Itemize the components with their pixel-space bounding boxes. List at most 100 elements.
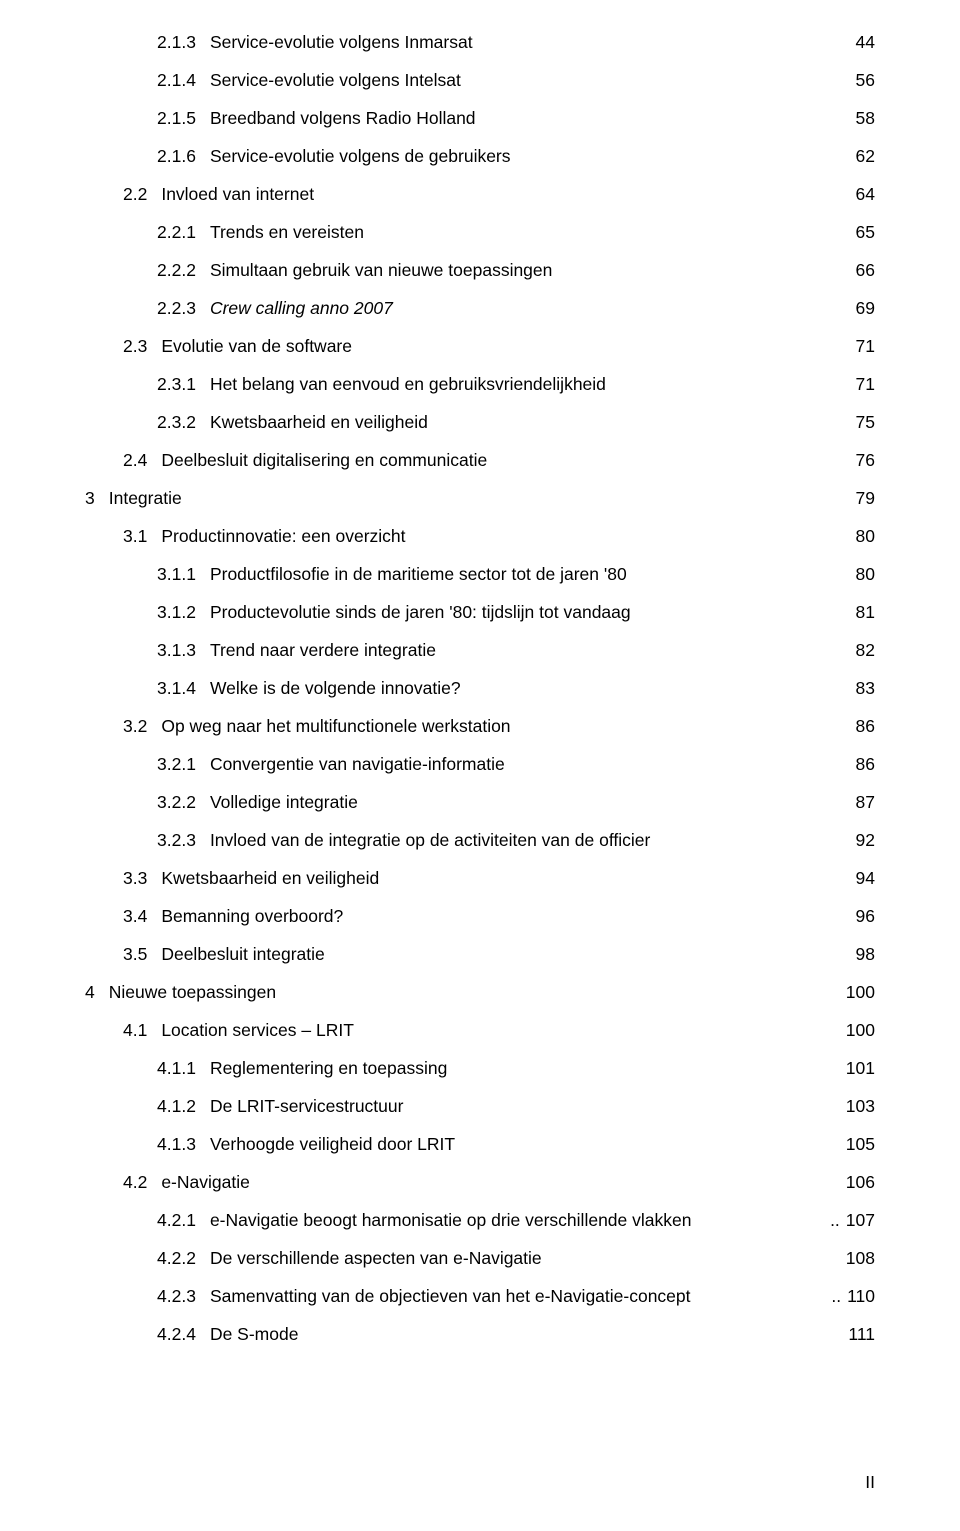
toc-entry-title: Nieuwe toepassingen — [109, 982, 276, 1003]
toc-entry-title: Service-evolutie volgens Inmarsat — [210, 32, 473, 53]
toc-entry: 2.3Evolutie van de software 71 — [85, 336, 875, 357]
toc-entry: 2.4Deelbesluit digitalisering en communi… — [85, 450, 875, 471]
toc-entry: 3Integratie 79 — [85, 488, 875, 509]
toc-entry-title: Deelbesluit digitalisering en communicat… — [161, 450, 487, 471]
toc-entry-page: 86 — [850, 716, 875, 737]
toc-entry-number: 3.2 — [123, 716, 161, 737]
toc-entry-number: 3.1 — [123, 526, 161, 547]
toc-entry-number: 4.2.4 — [157, 1324, 210, 1345]
toc-entry-number: 4.2.2 — [157, 1248, 210, 1269]
toc-entry-page: 111 — [842, 1324, 875, 1345]
toc-entry-page: 81 — [850, 602, 875, 623]
toc-entry-number: 3 — [85, 488, 109, 509]
toc-entry-page: 110 — [841, 1286, 875, 1307]
toc-entry-number: 2.1.6 — [157, 146, 210, 167]
toc-entry-page: 64 — [850, 184, 875, 205]
toc-entry-number: 3.1.4 — [157, 678, 210, 699]
toc-entry: 4.2e-Navigatie106 — [85, 1172, 875, 1193]
toc-entry: 2.2.3Crew calling anno 2007 69 — [85, 298, 875, 319]
toc-entry: 4.1Location services – LRIT 100 — [85, 1020, 875, 1041]
toc-entry-title: Kwetsbaarheid en veiligheid — [161, 868, 379, 889]
toc-entry-number: 4.1.3 — [157, 1134, 210, 1155]
toc-entry-page: 92 — [850, 830, 875, 851]
toc-entry-page: 105 — [840, 1134, 875, 1155]
toc-entry: 3.1.2Productevolutie sinds de jaren '80:… — [85, 602, 875, 623]
toc-entry-number: 4.1.1 — [157, 1058, 210, 1079]
toc-entry: 2.1.4Service-evolutie volgens Intelsat56 — [85, 70, 875, 91]
toc-entry: 2.3.2Kwetsbaarheid en veiligheid75 — [85, 412, 875, 433]
toc-entry: 2.1.3Service-evolutie volgens Inmarsat44 — [85, 32, 875, 53]
toc-entry-number: 3.2.3 — [157, 830, 210, 851]
toc-entry: 4.1.2De LRIT-servicestructuur 103 — [85, 1096, 875, 1117]
toc-entry-number: 2.3.1 — [157, 374, 210, 395]
toc-entry-title: Integratie — [109, 488, 182, 509]
toc-entry-number: 4.1 — [123, 1020, 161, 1041]
toc-entry-page: 58 — [850, 108, 875, 129]
toc-entry-title: De verschillende aspecten van e-Navigati… — [210, 1248, 542, 1269]
toc-entry-number: 4.1.2 — [157, 1096, 210, 1117]
toc-page: 2.1.3Service-evolutie volgens Inmarsat44… — [0, 0, 960, 1531]
toc-entry-page: 44 — [850, 32, 875, 53]
toc-entry-title: Invloed van internet — [161, 184, 314, 205]
toc-entry-number: 4 — [85, 982, 109, 1003]
toc-entry-number: 2.2.2 — [157, 260, 210, 281]
toc-entry-page: 100 — [840, 982, 875, 1003]
toc-entry-number: 3.4 — [123, 906, 161, 927]
toc-entry: 2.1.6Service-evolutie volgens de gebruik… — [85, 146, 875, 167]
toc-entry-page: 82 — [850, 640, 875, 661]
toc-entry: 4.2.4De S-mode111 — [85, 1324, 875, 1345]
toc-entry-page: 101 — [840, 1058, 875, 1079]
toc-entry-title: Volledige integratie — [210, 792, 358, 813]
toc-entry-page: 75 — [850, 412, 875, 433]
toc-entry-number: 4.2 — [123, 1172, 161, 1193]
toc-entry-title: Bemanning overboord? — [161, 906, 343, 927]
toc-entry-title: Evolutie van de software — [161, 336, 352, 357]
toc-entry-page: 87 — [850, 792, 875, 813]
toc-entry: 3.1.4Welke is de volgende innovatie?83 — [85, 678, 875, 699]
toc-entry: 3.2.3Invloed van de integratie op de act… — [85, 830, 875, 851]
toc-entry-title: Simultaan gebruik van nieuwe toepassinge… — [210, 260, 552, 281]
toc-entry: 2.2.1Trends en vereisten65 — [85, 222, 875, 243]
toc-entry-title: Samenvatting van de objectieven van het … — [210, 1286, 691, 1307]
toc-entry-title: Op weg naar het multifunctionele werksta… — [161, 716, 510, 737]
toc-entry: 4.2.3Samenvatting van de objectieven van… — [85, 1286, 875, 1307]
toc-entry-number: 2.1.5 — [157, 108, 210, 129]
toc-entry-title: e-Navigatie beoogt harmonisatie op drie … — [210, 1210, 692, 1231]
toc-entry-page: 94 — [850, 868, 875, 889]
toc-entry: 3.4Bemanning overboord?96 — [85, 906, 875, 927]
toc-list: 2.1.3Service-evolutie volgens Inmarsat44… — [85, 32, 875, 1345]
toc-entry-number: 3.1.3 — [157, 640, 210, 661]
toc-entry-title: Welke is de volgende innovatie? — [210, 678, 461, 699]
toc-leader-short: .. — [691, 1210, 839, 1231]
toc-entry: 3.1.3Trend naar verdere integratie82 — [85, 640, 875, 661]
toc-entry: 4.1.1Reglementering en toepassing 101 — [85, 1058, 875, 1079]
toc-entry-page: 76 — [850, 450, 875, 471]
toc-entry-number: 3.2.2 — [157, 792, 210, 813]
toc-leader-short: .. — [691, 1286, 842, 1307]
toc-entry-title: Service-evolutie volgens de gebruikers — [210, 146, 511, 167]
toc-entry-number: 2.3 — [123, 336, 161, 357]
toc-entry-number: 2.3.2 — [157, 412, 210, 433]
toc-entry-number: 3.1.2 — [157, 602, 210, 623]
toc-entry-title: Location services – LRIT — [161, 1020, 354, 1041]
toc-entry: 4.2.1e-Navigatie beoogt harmonisatie op … — [85, 1210, 875, 1231]
toc-entry-page: 80 — [850, 564, 875, 585]
toc-entry-page: 108 — [840, 1248, 875, 1269]
toc-entry-title: e-Navigatie — [161, 1172, 250, 1193]
toc-entry-page: 100 — [840, 1020, 875, 1041]
toc-entry: 2.1.5Breedband volgens Radio Holland58 — [85, 108, 875, 129]
toc-entry-title: De LRIT-servicestructuur — [210, 1096, 404, 1117]
toc-entry-title: Productinnovatie: een overzicht — [161, 526, 405, 547]
toc-entry-page: 79 — [850, 488, 875, 509]
toc-entry-number: 2.4 — [123, 450, 161, 471]
toc-entry-title: Reglementering en toepassing — [210, 1058, 447, 1079]
toc-entry-title: Het belang van eenvoud en gebruiksvriend… — [210, 374, 606, 395]
toc-entry-page: 107 — [840, 1210, 875, 1231]
toc-entry-page: 103 — [840, 1096, 875, 1117]
toc-entry-title: Convergentie van navigatie-informatie — [210, 754, 505, 775]
toc-entry-page: 71 — [850, 336, 875, 357]
toc-entry-page: 69 — [850, 298, 875, 319]
toc-entry-title: Crew calling anno 2007 — [210, 298, 393, 319]
toc-entry-number: 2.2 — [123, 184, 161, 205]
toc-entry-number: 2.2.3 — [157, 298, 210, 319]
